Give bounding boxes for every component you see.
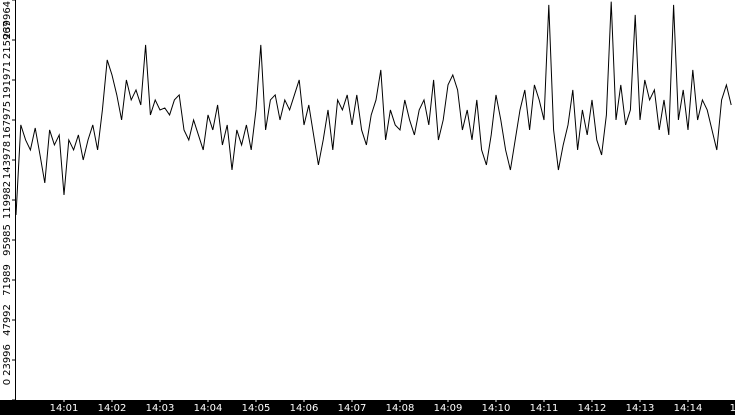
x-axis-band [0,400,735,415]
x-tick-label: 14:05 [242,403,271,414]
x-tick-label: 14:11 [530,403,559,414]
x-tick-label: 14:12 [578,403,607,414]
y-tick-label: 95985 [2,224,13,256]
y-tick-label: 119982 [2,181,13,219]
x-tick-label: 14:01 [50,403,79,414]
x-tick-label: 14:13 [626,403,655,414]
y-tick-label: 0 [2,379,13,385]
x-tick-label: 14 [730,403,735,414]
x-tick-label: 14:09 [434,403,463,414]
x-tick-label: 14:14 [674,403,703,414]
x-tick-label: 14:10 [482,403,511,414]
x-tick-label: 14:04 [194,403,223,414]
y-tick-label: 167975 [2,101,13,139]
y-tick-label: 191971 [2,61,13,99]
y-tick-label: 23996 [2,344,13,376]
x-tick-label: 14:06 [290,403,319,414]
y-tick-label: 47992 [2,304,13,336]
x-tick-label: 14:07 [338,403,367,414]
data-line [15,1,732,215]
y-tick-label: 239964 [2,1,13,39]
x-tick-label: 14:08 [386,403,415,414]
y-tick-label: 143978 [2,141,13,179]
x-tick-label: 14:02 [98,403,127,414]
y-tick-label: 71989 [2,264,13,296]
x-tick-label: 14:03 [146,403,175,414]
y-tick-label: 215967 [2,21,13,59]
